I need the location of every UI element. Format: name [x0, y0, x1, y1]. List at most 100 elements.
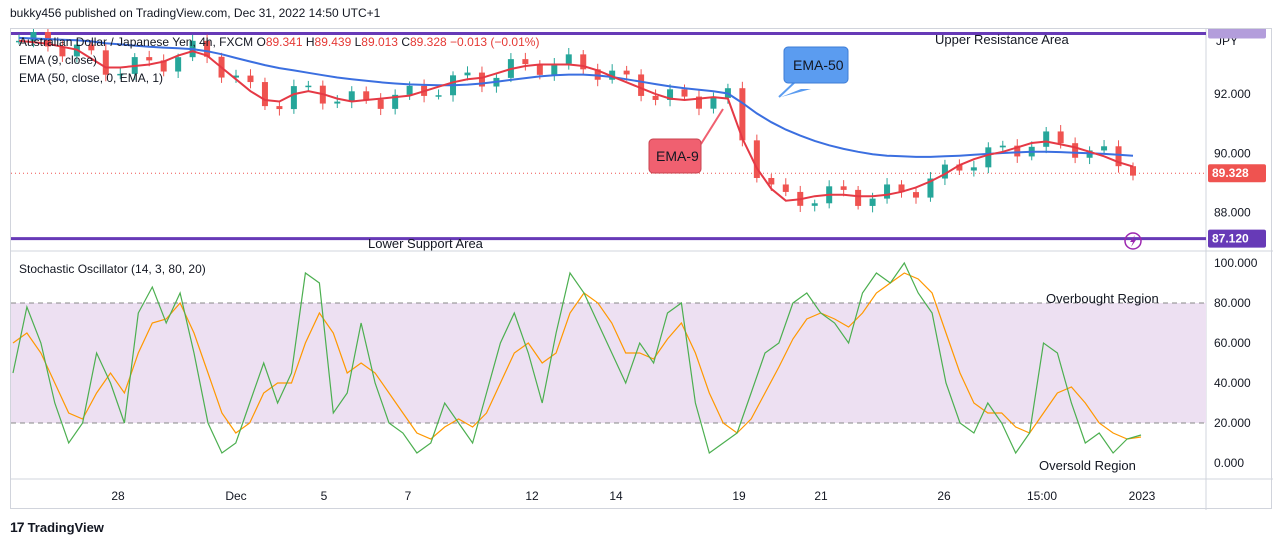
candle-body — [464, 72, 471, 76]
candle-body — [1043, 131, 1050, 147]
lower-support-label: Lower Support Area — [368, 236, 484, 251]
time-tick-label: 14 — [609, 489, 623, 503]
tradingview-footer[interactable]: 17 TradingView — [10, 519, 104, 535]
candle-body — [768, 177, 775, 185]
time-tick-label: 2023 — [1129, 489, 1156, 503]
support-price-tag-bg — [1208, 229, 1266, 248]
time-tick-label: 7 — [405, 489, 412, 503]
symbol-name: Australian Dollar / Japanese Yen, 4h, FX… — [19, 35, 254, 49]
candle-body — [855, 189, 862, 206]
candle-body — [392, 94, 399, 109]
stoch-tick-label: 80.000 — [1214, 296, 1251, 310]
time-tick-label: 15:00 — [1027, 489, 1057, 503]
candle-body — [782, 184, 789, 192]
candle-body — [478, 72, 485, 87]
time-tick-label: 28 — [111, 489, 125, 503]
stoch-tick-label: 60.000 — [1214, 336, 1251, 350]
candle-body — [956, 164, 963, 171]
ema50-callout-pointer — [781, 89, 811, 97]
time-tick-label: 12 — [525, 489, 539, 503]
candle-body — [565, 54, 572, 64]
stoch-tick-label: 100.000 — [1214, 256, 1258, 270]
overbought-label: Overbought Region — [1046, 291, 1159, 306]
time-tick-label: 26 — [937, 489, 951, 503]
candle-body — [840, 186, 847, 190]
candle-body — [898, 184, 905, 193]
ema9-callout-label: EMA-9 — [656, 148, 699, 164]
last-price-tag: 89.328 — [1212, 166, 1249, 180]
candle-body — [204, 40, 211, 57]
candle-body — [1101, 146, 1108, 151]
candle-body — [247, 75, 254, 83]
candle-body — [1115, 146, 1122, 167]
candle-body — [146, 57, 153, 61]
stoch-legend[interactable]: Stochastic Oscillator (14, 3, 80, 20) — [19, 262, 206, 276]
candle-body — [30, 32, 37, 41]
candle-body — [580, 54, 587, 70]
candle-body — [652, 95, 659, 100]
ohlc-open: 89.341 — [265, 35, 303, 49]
upper-resistance-label: Upper Resistance Area — [935, 32, 1069, 47]
candle-body — [1014, 145, 1021, 157]
ema9-callout-pointer — [700, 108, 724, 145]
alert-bolt-icon — [1124, 232, 1142, 250]
candle-body — [667, 89, 674, 100]
candle-body — [59, 46, 66, 57]
ohlc-close-label: C — [401, 35, 410, 49]
candle-body — [305, 85, 312, 88]
time-tick-label: 5 — [321, 489, 328, 503]
chart-frame[interactable]: 92.000 90.000 88.000 100.000 80.000 60.000 40.… — [10, 28, 1273, 510]
time-tick-label: Dec — [225, 489, 246, 503]
candle-body — [363, 91, 370, 100]
candle-body — [233, 75, 240, 78]
candle-body — [348, 91, 355, 102]
ohlc-high: 89.439 — [314, 35, 352, 49]
resistance-price-tag-bg — [1208, 29, 1266, 39]
candle-body — [406, 85, 413, 95]
candle-body — [912, 192, 919, 198]
price-tick-label: 90.000 — [1214, 146, 1251, 160]
price-tick-label: 88.000 — [1214, 206, 1251, 220]
ema50-callout-pointer-line — [778, 80, 797, 98]
candle-body — [811, 203, 818, 206]
price-tick-label: 92.000 — [1214, 87, 1251, 101]
candle-body — [710, 97, 717, 109]
ema9-legend[interactable]: EMA (9, close) — [19, 53, 98, 67]
stoch-tick-label: 40.000 — [1214, 376, 1251, 390]
candle-body — [1072, 143, 1079, 158]
time-tick-label: 21 — [814, 489, 828, 503]
candle-body — [985, 147, 992, 168]
candle-body — [334, 101, 341, 104]
candle-body — [435, 95, 442, 97]
candle-body — [638, 74, 645, 96]
candle-body — [276, 106, 283, 110]
candle-body — [739, 88, 746, 141]
stoch-k-line — [12, 261, 1142, 455]
published-by-line: bukky456 published on TradingView.com, D… — [10, 6, 381, 20]
candle-body — [536, 64, 543, 75]
candle-body — [160, 60, 167, 72]
oversold-label: Oversold Region — [1039, 458, 1136, 473]
candle-body — [377, 99, 384, 109]
ohlc-high-label: H — [305, 35, 315, 49]
candle-body — [927, 178, 934, 198]
support-price-tag: 87.120 — [1212, 232, 1249, 246]
ohlc-open-label: O — [256, 35, 266, 49]
ema50-callout-label: EMA-50 — [793, 57, 844, 73]
ohlc-close: 89.328 — [410, 35, 447, 49]
footer-brand: TradingView — [27, 519, 104, 535]
candle-body — [117, 73, 124, 76]
bolt-glyph-icon — [1130, 235, 1136, 247]
candle-body — [88, 44, 95, 51]
ohlc-low-label: L — [354, 35, 362, 49]
ema9-line — [18, 39, 1134, 202]
candle-body — [623, 70, 630, 75]
symbol-legend: Australian Dollar / Japanese Yen, 4h, FX… — [19, 35, 539, 49]
ema9-callout-box — [648, 138, 702, 174]
chart-canvas[interactable]: 92.000 90.000 88.000 100.000 80.000 60.000 40.… — [11, 29, 1273, 510]
ema50-callout-box — [783, 46, 849, 84]
ema50-legend[interactable]: EMA (50, close, 0, EMA, 1) — [19, 71, 164, 85]
stoch-band — [11, 303, 1206, 423]
candle-body — [261, 82, 268, 107]
candle-body — [102, 50, 109, 75]
